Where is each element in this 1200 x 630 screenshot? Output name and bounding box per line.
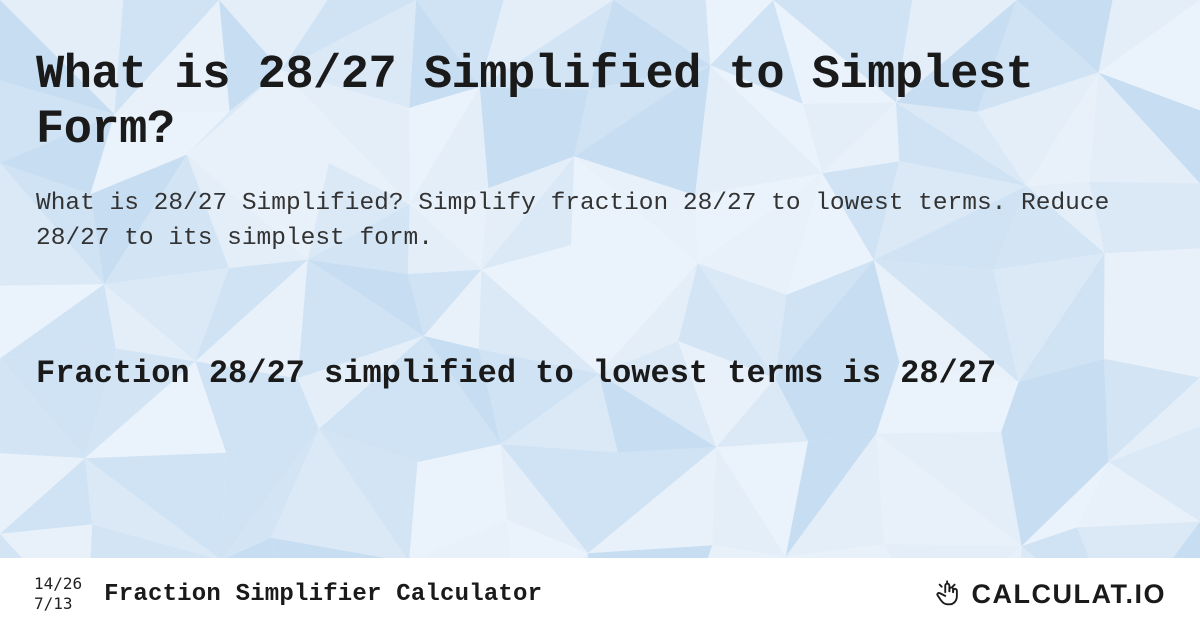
page-description: What is 28/27 Simplified? Simplify fract… — [36, 187, 1156, 257]
brand-text: CALCULAT.IO — [972, 579, 1166, 610]
mini-fractions-icon: 14/26 7/13 — [34, 575, 82, 614]
footer-app-title: Fraction Simplifier Calculator — [104, 581, 542, 608]
result-heading: Fraction 28/27 simplified to lowest term… — [36, 352, 1156, 395]
mini-fraction-bottom: 7/13 — [34, 595, 82, 613]
mini-fraction-top: 14/26 — [34, 575, 82, 593]
footer-bar: 14/26 7/13 Fraction Simplifier Calculato… — [0, 558, 1200, 630]
footer-left: 14/26 7/13 Fraction Simplifier Calculato… — [34, 575, 542, 614]
brand: CALCULAT.IO — [934, 579, 1166, 610]
main-content: What is 28/27 Simplified to Simplest For… — [0, 0, 1200, 630]
tap-icon — [934, 579, 964, 609]
page-title: What is 28/27 Simplified to Simplest For… — [36, 48, 1164, 159]
